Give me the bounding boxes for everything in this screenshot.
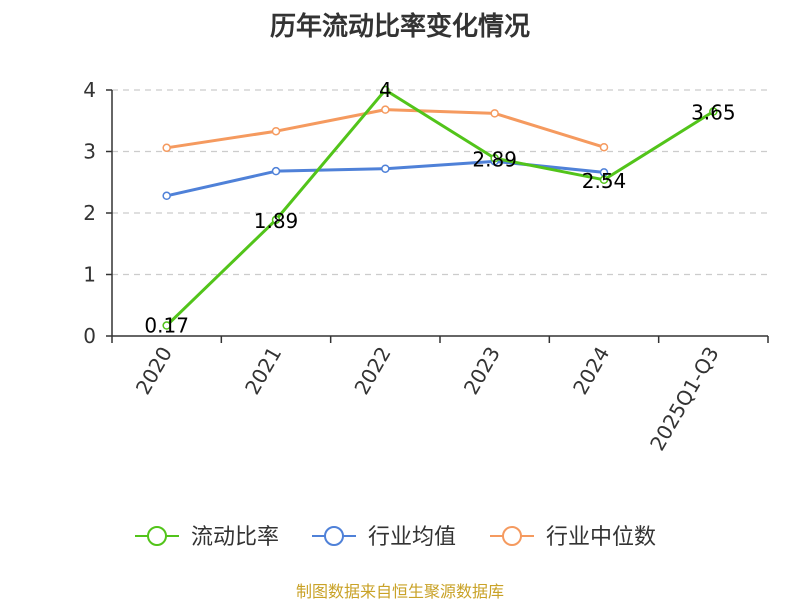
series-line	[165, 88, 715, 327]
data-point	[271, 215, 281, 225]
data-label: 0.17	[144, 314, 189, 338]
x-tick-label: 2025Q1-Q3	[645, 343, 724, 455]
data-point	[162, 143, 171, 153]
series-line	[166, 108, 605, 150]
data-point	[271, 166, 281, 176]
data-label: 3.65	[691, 101, 736, 125]
y-tick-label: 1	[83, 263, 96, 287]
x-tick-labels: 2020 2021 2022 2023 2024 2025Q1-Q3	[131, 342, 724, 454]
data-point	[381, 85, 390, 95]
x-tick-label: 2024	[568, 343, 614, 399]
legend-label: 行业均值	[368, 525, 456, 550]
legend-marker	[502, 526, 522, 546]
data-label: 2.89	[472, 147, 517, 171]
data-point	[381, 105, 390, 114]
legend-marker	[147, 526, 167, 546]
data-point	[490, 109, 499, 118]
data-point	[381, 164, 390, 173]
data-point	[599, 142, 609, 152]
data-point	[709, 107, 718, 116]
data-label: 2.54	[582, 169, 627, 193]
x-tick-label: 2022	[349, 343, 395, 399]
data-point	[490, 154, 499, 163]
x-tick-label: 2020	[131, 343, 177, 399]
chart-title: 历年流动比率变化情况	[269, 12, 530, 42]
x-tick-label: 2021	[240, 343, 286, 399]
series-lines	[162, 85, 718, 330]
legend-label: 行业中位数	[546, 525, 656, 550]
y-tick-label: 3	[83, 140, 96, 164]
legend: 流动比率 行业均值 行业中位数	[135, 525, 656, 550]
data-point	[162, 321, 171, 330]
data-point	[271, 126, 281, 136]
source-note: 制图数据来自恒生聚源数据库	[295, 582, 504, 601]
data-label: 1.89	[254, 209, 299, 233]
legend-marker	[324, 526, 344, 546]
axes	[106, 89, 769, 343]
y-tick-labels: 0 1 2 3 4	[83, 78, 96, 348]
legend-label: 流动比率	[191, 525, 279, 550]
y-tick-label: 4	[83, 78, 96, 102]
data-point	[162, 191, 171, 201]
x-tick-label: 2023	[459, 342, 505, 398]
data-point	[599, 175, 609, 185]
data-labels: 0.17 1.89 4 2.89 2.54 3.65	[144, 78, 735, 338]
y-tick-label: 2	[83, 201, 96, 225]
data-label: 4	[379, 78, 392, 102]
grid-lines	[112, 89, 768, 276]
y-tick-label: 0	[83, 324, 96, 348]
